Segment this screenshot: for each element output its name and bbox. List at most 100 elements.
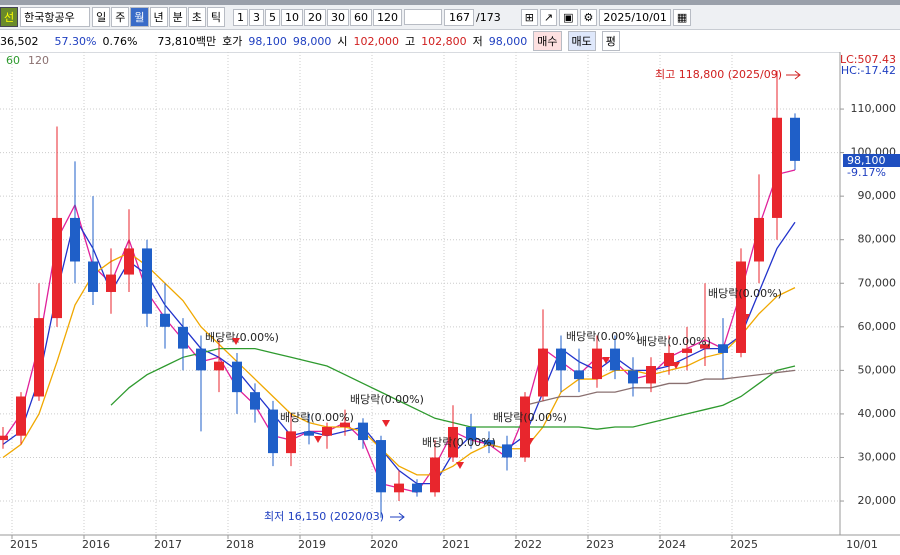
candle-body xyxy=(466,426,476,441)
candle-body xyxy=(322,426,332,436)
open: 102,000 xyxy=(353,34,400,48)
candle-body xyxy=(16,396,26,436)
y-tick-label: 70,000 xyxy=(858,276,897,289)
period-button[interactable]: 틱 xyxy=(206,7,225,27)
ratio: 57.30% xyxy=(54,34,97,48)
candle-body xyxy=(196,348,206,371)
stock-icon[interactable]: 선 xyxy=(0,7,19,27)
candle-body xyxy=(394,483,404,493)
quote-bar: 36,502 57.30% 0.76% 73,810백만 호가 98,100 9… xyxy=(0,30,900,53)
y-tick-label: 50,000 xyxy=(858,363,897,376)
dividend-label: 배당락(0.00%) xyxy=(205,331,279,344)
candle-body xyxy=(592,348,602,380)
candle-body xyxy=(0,435,8,441)
candle-body xyxy=(340,422,350,427)
axis-bg xyxy=(840,52,900,555)
x-tick-label: 2020 xyxy=(370,538,398,551)
total: /173 xyxy=(476,10,501,24)
tool-button[interactable]: ⊞ xyxy=(520,8,538,26)
candle-body xyxy=(448,426,458,458)
dividend-arrow xyxy=(456,462,464,469)
interval-button[interactable]: 3 xyxy=(249,8,264,26)
candle-body xyxy=(484,440,494,445)
y-tick-label: 110,000 xyxy=(851,102,897,115)
y-tick-label: 80,000 xyxy=(858,233,897,246)
candle-body xyxy=(736,261,746,353)
period-button[interactable]: 월 xyxy=(130,7,149,27)
dividend-label: 배당락(0.00%) xyxy=(280,411,354,424)
period-button[interactable]: 초 xyxy=(187,7,206,27)
period-button[interactable]: 일 xyxy=(92,7,111,27)
sell-button[interactable]: 매도 xyxy=(567,31,596,51)
high-note: 최고 118,800 (2025/09) xyxy=(655,68,782,81)
turnover: 0.76% xyxy=(102,34,138,48)
lc-label: LC:507.43 xyxy=(840,53,896,66)
interval-button[interactable]: 30 xyxy=(327,8,349,26)
dropdown[interactable] xyxy=(404,9,442,25)
amount: 73,810백만 xyxy=(157,35,217,48)
interval-button[interactable]: 20 xyxy=(304,8,326,26)
stock-name[interactable]: 한국항공우 xyxy=(20,7,91,27)
x-tick-label: 2023 xyxy=(586,538,614,551)
dividend-arrow xyxy=(526,438,534,445)
count[interactable]: 167 xyxy=(444,8,474,26)
bid: 98,000 xyxy=(292,34,332,48)
label: 고 xyxy=(405,35,416,48)
candle-body xyxy=(700,344,710,349)
interval-button[interactable]: 60 xyxy=(350,8,372,26)
dividend-label: 배당락(0.00%) xyxy=(350,393,424,406)
dividend-arrow xyxy=(314,436,322,443)
y-tick-label: 40,000 xyxy=(858,407,897,420)
avg-button[interactable]: 평 xyxy=(601,31,620,51)
candle-body xyxy=(754,217,764,262)
dividend-arrow xyxy=(232,338,240,345)
candle-body xyxy=(430,457,440,493)
candle-body xyxy=(610,348,620,371)
candle-body xyxy=(178,326,188,349)
interval-button[interactable]: 120 xyxy=(373,8,402,26)
candle-body xyxy=(718,344,728,353)
low: 98,000 xyxy=(488,34,528,48)
ma-line xyxy=(524,369,796,406)
date[interactable]: 2025/10/01 xyxy=(599,8,671,26)
period-button[interactable]: 년 xyxy=(149,7,168,27)
y-tick-label: 90,000 xyxy=(858,189,897,202)
x-tick-label: 2022 xyxy=(514,538,542,551)
candle-body xyxy=(358,422,368,441)
x-tick-label: 2025 xyxy=(730,538,758,551)
period-button[interactable]: 분 xyxy=(168,7,187,27)
buy-button[interactable]: 매수 xyxy=(533,31,562,51)
dividend-arrow xyxy=(742,314,750,321)
price-tag: 98,100 xyxy=(847,154,886,167)
candle-body xyxy=(664,352,674,367)
dividend-label: 배당락(0.00%) xyxy=(422,436,496,449)
interval-button[interactable]: 10 xyxy=(281,8,303,26)
calendar[interactable]: ▦ xyxy=(672,8,692,26)
dividend-arrow xyxy=(602,357,610,364)
x-tick-label: 2018 xyxy=(226,538,254,551)
x-tick-label: 2017 xyxy=(154,538,182,551)
candle-body xyxy=(412,483,422,493)
tool-button[interactable]: ▣ xyxy=(559,8,578,26)
ma-line xyxy=(2,169,796,494)
candle-body xyxy=(304,431,314,436)
y-tick-label: 60,000 xyxy=(858,320,897,333)
candle-body xyxy=(232,361,242,393)
low-arrow xyxy=(390,512,405,522)
dividend-label: 배당락(0.00%) xyxy=(493,411,567,424)
y-tick-label: 20,000 xyxy=(858,494,897,507)
dividend-label: 배당락(0.00%) xyxy=(637,335,711,348)
interval-button[interactable]: 1 xyxy=(233,8,248,26)
ma-lines xyxy=(2,169,796,494)
period-button[interactable]: 주 xyxy=(111,7,130,27)
tool-button[interactable]: ⚙ xyxy=(579,8,598,26)
tool-button[interactable]: ↗ xyxy=(539,8,558,26)
candle-body xyxy=(88,261,98,292)
legend-entry: 60 xyxy=(6,54,20,67)
interval-button[interactable]: 5 xyxy=(265,8,280,26)
interval-group: 1 3 5 10 20 30 60 120 xyxy=(233,8,402,26)
x-tick-label: 2016 xyxy=(82,538,110,551)
candle-body xyxy=(52,217,62,319)
chart: 20,000 30,000 40,000 50,000 60,000 70,000 80,0… xyxy=(0,52,900,555)
